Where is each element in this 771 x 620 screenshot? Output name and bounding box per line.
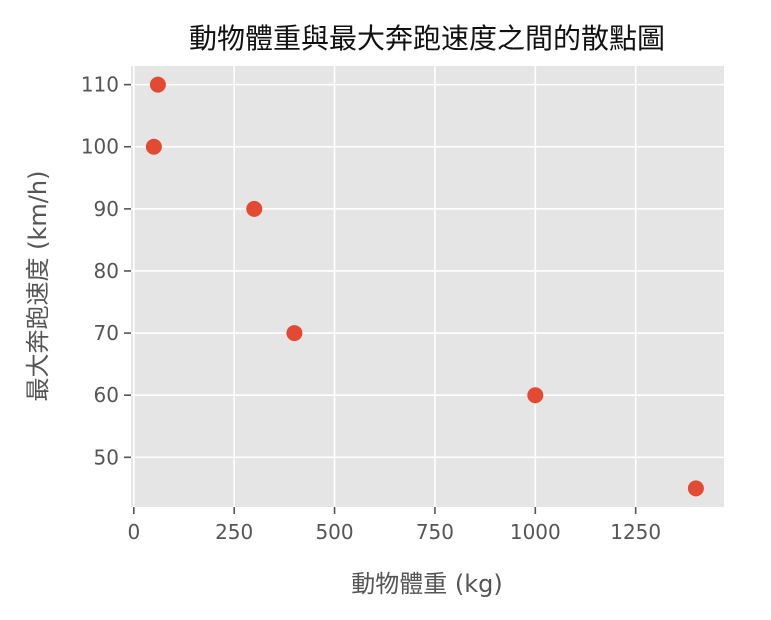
x-tick-label: 1000 <box>510 520 561 544</box>
x-tick-label: 1250 <box>610 520 661 544</box>
y-tick-label: 50 <box>94 445 119 469</box>
data-points <box>145 76 704 497</box>
y-tick-label: 110 <box>81 73 119 97</box>
data-point <box>286 325 303 342</box>
data-point <box>687 480 704 497</box>
x-tick-label: 0 <box>127 520 140 544</box>
data-point <box>149 76 166 93</box>
x-tick-label: 250 <box>215 520 253 544</box>
y-tick-label: 80 <box>94 259 119 283</box>
data-point <box>246 200 263 217</box>
grid-lines <box>131 66 724 507</box>
y-tick-label: 70 <box>94 321 119 345</box>
x-axis-label: 動物體重 (kg) <box>351 570 503 598</box>
y-axis-label: 最大奔跑速度 (km/h) <box>24 171 52 402</box>
data-point <box>527 387 544 404</box>
y-tick-label: 100 <box>81 135 119 159</box>
x-tick-label: 750 <box>416 520 454 544</box>
x-tick-label: 500 <box>315 520 353 544</box>
data-point <box>145 138 162 155</box>
plot-area <box>131 66 724 507</box>
axis-ticks: 0 250 500 750 1000 1250 50 60 70 80 90 100 110 <box>81 73 661 544</box>
chart-title: 動物體重與最大奔跑速度之間的散點圖 <box>189 22 665 55</box>
y-tick-label: 60 <box>94 383 119 407</box>
y-tick-label: 90 <box>94 197 119 221</box>
